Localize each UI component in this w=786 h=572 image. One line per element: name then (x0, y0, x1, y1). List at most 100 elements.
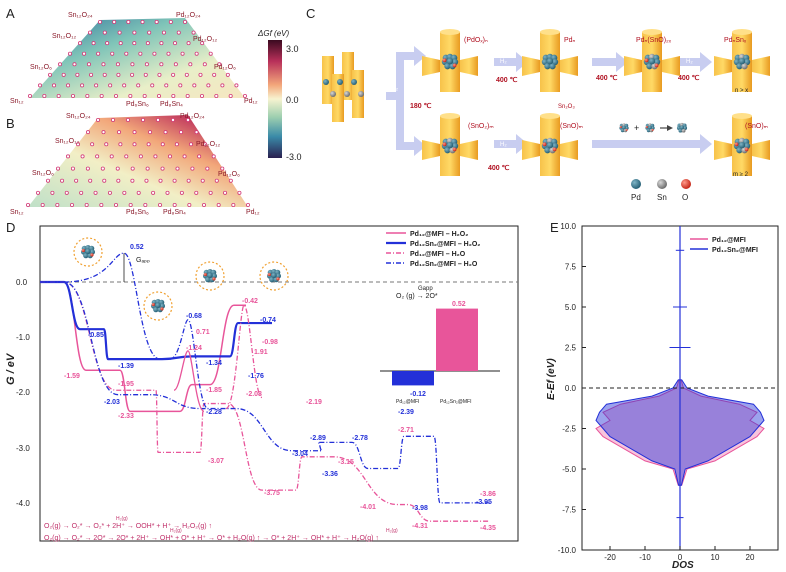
oxygen-atom (90, 253, 94, 257)
x-axis-label-e: DOS (672, 560, 694, 571)
legend-text-3: Pd₁₂Sn₂@MFI – H₂O (410, 261, 478, 268)
sample-point (114, 94, 119, 99)
energy-value-label: 0.71 (196, 329, 210, 336)
sample-point (50, 190, 55, 195)
energy-value-label: -0.68 (186, 313, 202, 320)
sample-point (151, 190, 156, 195)
pathway-h2o2: O₂(g) → O₂* → O₂* + 2H⁺ → OOH* + H⁺ → H₂… (44, 523, 212, 530)
panel-label-b: B (6, 116, 15, 131)
sample-point (214, 178, 219, 183)
temp-400-3: 400 ℃ (678, 74, 700, 82)
atom-sphere (546, 142, 554, 149)
sample-point (152, 51, 157, 56)
sample-point (189, 142, 194, 147)
colorbar-gradient (268, 40, 282, 158)
sample-point (231, 202, 236, 207)
sample-point (160, 142, 165, 147)
oxygen-atom (651, 128, 654, 131)
sample-point (82, 51, 87, 56)
oxygen-atom (542, 142, 547, 147)
sample-point (58, 62, 63, 67)
label-n-gt-x: n > x (735, 88, 748, 94)
legend-sn-ball (657, 179, 667, 189)
arrow-top-2 (592, 52, 628, 72)
sample-point (148, 130, 153, 135)
sample-point (124, 51, 129, 56)
sample-point (66, 154, 71, 159)
label-sn12o12-b: Sn₁₂O₁₂ (55, 138, 79, 145)
sample-point (154, 19, 159, 24)
sample-point (203, 142, 208, 147)
sample-point (144, 62, 149, 67)
sample-point (174, 142, 179, 147)
atom-sphere (622, 125, 626, 130)
h2-label-3: H₂ (500, 142, 507, 148)
y-tick-label-e: 10.0 (560, 222, 576, 231)
zeolite-ring (143, 291, 173, 321)
synthesis-scheme: O₂ 180 ℃ H₂ 400 ℃ 400 ℃ H₂ 400 ℃ H₂ 400 … (322, 29, 770, 202)
y-tick-label-e: -5.0 (562, 465, 576, 474)
plus-sign: + (634, 123, 639, 133)
sample-point (85, 94, 90, 99)
inset-bar-chart: O₂ (g) → 2O* Gapp -0.12 0.52 Pd₁₂@MFI Pd… (380, 286, 500, 405)
sample-point (93, 190, 98, 195)
energy-value-label: -4.35 (480, 525, 496, 532)
x-tick-label-e: 0 (678, 553, 683, 562)
label-sn12o12-a: Sn₁₂O₁₂ (52, 33, 76, 40)
sample-point (171, 72, 176, 77)
channel-branch (560, 56, 578, 76)
triangle-plot-a: Sn₁₂O₂₄ Pd₁₂O₂₄ Sn₁₂O₁₂ Pd₁₂O₁₂ Sn₁₂O₆ P… (10, 12, 258, 108)
sample-point (194, 130, 199, 135)
sample-point (136, 83, 141, 88)
e-x-ticks: -20 -10 0 10 20 (604, 546, 755, 562)
sample-point (191, 30, 196, 35)
label-snom: (SnO)ₘ (560, 123, 583, 130)
temp-400-1: 400 ℃ (496, 76, 518, 84)
energy-value-label: -0.42 (242, 298, 258, 305)
sample-point (208, 51, 213, 56)
sample-point (112, 19, 117, 24)
sample-point (99, 202, 104, 207)
energy-value-label: -2.08 (246, 391, 262, 398)
channel-branch (522, 140, 540, 160)
sample-point (85, 166, 90, 171)
atom-sphere (446, 58, 454, 65)
sample-point (110, 51, 115, 56)
sample-point (99, 94, 104, 99)
sample-point (114, 202, 119, 207)
legend-pd: Pd (631, 193, 641, 202)
oxygen-atom (203, 272, 207, 277)
sample-point (90, 142, 95, 147)
sample-point (130, 72, 135, 77)
h2-step-3: H₂(g) (386, 528, 398, 534)
sample-point (116, 178, 121, 183)
sample-point (188, 62, 193, 67)
ts-barrier-line (225, 304, 263, 410)
sample-point (86, 130, 91, 135)
ts-barrier-line (169, 319, 209, 410)
label-sno2m: (SnO₂)ₘ (468, 123, 494, 130)
channel-branch (422, 56, 440, 76)
sample-point (61, 72, 66, 77)
label-pdnsnx: PdₙSnₓ (724, 37, 747, 44)
sample-point (107, 190, 112, 195)
channel-branch (714, 56, 732, 76)
energy-value-label: -1.34 (206, 360, 222, 367)
sample-point (102, 72, 107, 77)
oxygen-atom (442, 58, 447, 63)
e-y-ticks: 10.0 7.5 5.0 2.5 0.0 -2.5 -5.0 -7.5 -10.0 (558, 222, 586, 555)
sample-point (111, 118, 116, 123)
label-sn12o24-a: Sn₁₂O₂₄ (68, 12, 93, 19)
atom-sphere (207, 272, 213, 278)
sample-point (94, 83, 99, 88)
label-pd12o6-a: Pd₁₂O₆ (214, 64, 236, 71)
channel-top (732, 29, 752, 35)
sample-point (48, 72, 53, 77)
oxygen-atom (212, 277, 216, 281)
legend-e: Pd₁₂@MFI Pd₁₂Sn₂@MFI (690, 237, 758, 254)
atom-sphere (446, 142, 454, 149)
oxygen-atom (452, 147, 457, 152)
temp-180: 180 ℃ (410, 102, 432, 110)
sample-point (91, 41, 96, 46)
oxygen-atom (625, 128, 628, 131)
